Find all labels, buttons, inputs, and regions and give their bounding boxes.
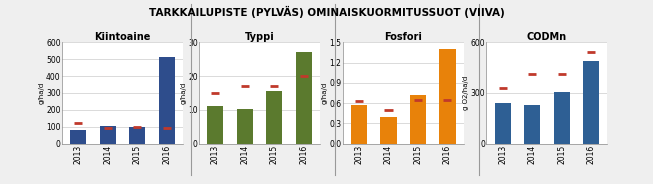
Bar [237, 109, 253, 144]
Title: Fosfori: Fosfori [384, 31, 422, 42]
Text: TARKKAILUPISTE (PYLVÄS) OMINAISKUORMITUSSUOT (VIIVA): TARKKAILUPISTE (PYLVÄS) OMINAISKUORMITUS… [149, 6, 504, 18]
Bar [439, 49, 456, 144]
Y-axis label: g/ha/d: g/ha/d [322, 82, 328, 104]
Bar [70, 130, 86, 144]
Bar [554, 92, 569, 144]
Bar [351, 105, 367, 144]
Bar [207, 106, 223, 144]
Bar [159, 57, 175, 144]
Y-axis label: g/ha/d: g/ha/d [39, 82, 44, 104]
Title: Kiintoaine: Kiintoaine [94, 31, 151, 42]
Bar [266, 91, 282, 144]
Bar [524, 105, 540, 144]
Title: CODMn: CODMn [527, 31, 567, 42]
Bar [129, 127, 145, 144]
Bar [410, 95, 426, 144]
Bar [583, 61, 599, 144]
Y-axis label: g O2/ha/d: g O2/ha/d [463, 76, 469, 110]
Title: Typpi: Typpi [245, 31, 274, 42]
Bar [100, 126, 116, 144]
Bar [381, 116, 396, 144]
Bar [296, 52, 312, 144]
Y-axis label: g/ha/d: g/ha/d [181, 82, 187, 104]
Bar [494, 103, 511, 144]
